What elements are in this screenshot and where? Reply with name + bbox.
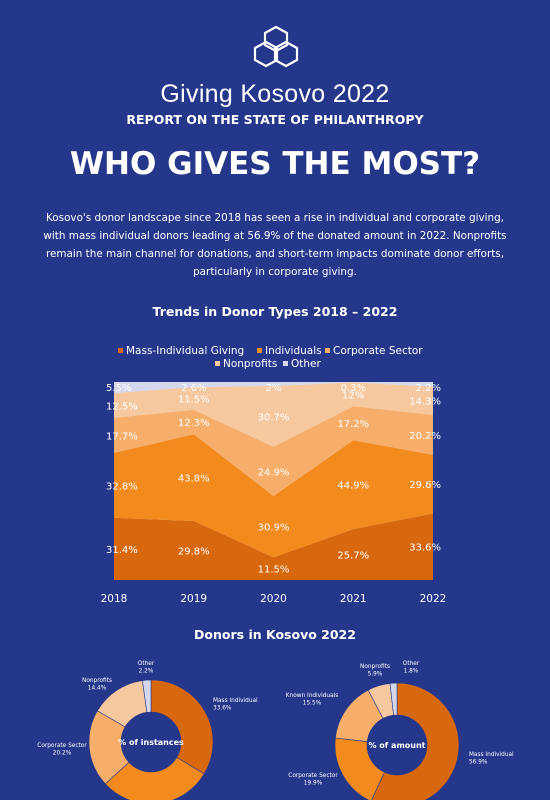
data-label: 2.6% xyxy=(181,383,206,394)
data-label: 29.8% xyxy=(178,546,210,557)
legend-swatch-individuals xyxy=(257,348,262,353)
donut1-slice-other xyxy=(142,679,152,713)
donut2-slice-other xyxy=(389,682,398,716)
data-label: 17.7% xyxy=(106,431,138,442)
data-label: 11.5% xyxy=(258,565,290,576)
area-corporate-sector xyxy=(114,406,433,496)
donut2-label-corporate-sector: Corporate Sector xyxy=(288,773,338,779)
data-label: 20.2% xyxy=(409,431,441,442)
donut2-label-nonprofits: Nonprofits xyxy=(360,664,390,670)
data-label: 14.3% xyxy=(409,397,441,408)
donut1-value-other: 2.2% xyxy=(139,669,154,675)
legend-label-mass-individual-giving: Mass-Individual Giving xyxy=(126,345,244,357)
donut1-label-nonprofits: Nonprofits xyxy=(82,678,112,684)
donut1-slice-individuals xyxy=(104,757,205,800)
x-tick-label: 2019 xyxy=(180,593,207,605)
area-individuals xyxy=(114,434,433,558)
donut2-value-mass-individual: 56.9% xyxy=(469,760,488,766)
data-label: 5.5% xyxy=(106,383,131,394)
x-tick-label: 2022 xyxy=(420,593,447,605)
donut2-value-nonprofits: 5.9% xyxy=(368,672,383,678)
page-headline: WHO GIVES THE MOST? xyxy=(69,146,481,182)
x-tick-label: 2020 xyxy=(260,593,287,605)
legend-label-other: Other xyxy=(291,358,321,370)
data-label: 2.2% xyxy=(416,383,441,394)
donors-donut-charts: % of instances Mass Individual 33.6% Corpor… xyxy=(37,661,514,800)
donut1-value-corporate-sector: 20.2% xyxy=(53,751,72,757)
legend-label-nonprofits: Nonprofits xyxy=(223,358,277,370)
data-label: 0.3% xyxy=(341,383,366,394)
area-other xyxy=(114,382,433,394)
area-nonprofits xyxy=(114,382,433,447)
x-tick-label: 2018 xyxy=(101,593,128,605)
donut2-label-known-individuals: Known Individuals xyxy=(286,693,339,699)
data-label: 31.4% xyxy=(106,545,138,556)
data-label: 17.2% xyxy=(337,419,369,430)
brand-title: Giving Kosovo 2022 xyxy=(160,80,390,108)
donut2-label-other: Other xyxy=(403,661,420,667)
report-subtitle: REPORT ON THE STATE OF PHILANTHROPY xyxy=(126,112,424,127)
legend-label-individuals: Individuals xyxy=(265,345,322,357)
donut1-label-mass-individual: Mass Individual xyxy=(213,698,258,704)
donut2-value-other: 1.8% xyxy=(404,669,419,675)
data-label: 25.7% xyxy=(337,551,369,562)
donut1-center-label: % of instances xyxy=(118,738,184,747)
donut2-label-mass-individual: Mass Individual xyxy=(469,752,514,758)
donors-chart-title: Donors in Kosovo 2022 xyxy=(194,627,356,642)
legend-swatch-nonprofits xyxy=(215,361,220,366)
donut2-value-corporate-sector: 19.9% xyxy=(304,781,323,787)
data-label: 12% xyxy=(342,390,364,401)
data-label: 44.9% xyxy=(337,481,369,492)
legend-swatch-mass-individual-giving xyxy=(118,348,123,353)
donut2-value-known-individuals: 15.5% xyxy=(303,701,322,707)
data-label: 30.9% xyxy=(258,523,290,534)
data-label: 43.8% xyxy=(178,474,210,485)
area-mass-individual-giving xyxy=(114,513,433,580)
data-label: 24.9% xyxy=(258,467,290,478)
donut1-label-corporate-sector: Corporate Sector xyxy=(37,743,87,749)
legend-swatch-other xyxy=(283,361,288,366)
donut1-label-other: Other xyxy=(138,661,155,667)
data-label: 32.8% xyxy=(106,481,138,492)
donut1-value-mass-individual: 33.6% xyxy=(213,706,232,712)
data-label: 12.5% xyxy=(106,401,138,412)
legend-swatch-corporate-sector xyxy=(325,348,330,353)
data-label: 29.6% xyxy=(409,480,441,491)
trends-area-chart: Mass-Individual Giving Individuals Corpora… xyxy=(101,345,447,605)
legend-label-corporate-sector: Corporate Sector xyxy=(333,345,423,357)
data-label: 2% xyxy=(266,383,282,394)
donut2-center-label: % of amount xyxy=(368,741,425,750)
logo-icon xyxy=(253,25,299,68)
data-label: 30.7% xyxy=(258,412,290,423)
intro-paragraph: Kosovo's donor landscape since 2018 has … xyxy=(43,212,507,278)
donut1-value-nonprofits: 14.4% xyxy=(88,686,107,692)
trends-chart-title: Trends in Donor Types 2018 – 2022 xyxy=(152,304,398,319)
data-label: 33.6% xyxy=(409,543,441,554)
donut2-slice-mass-individual xyxy=(371,682,460,800)
x-tick-label: 2021 xyxy=(340,593,367,605)
data-label: 11.5% xyxy=(178,395,210,406)
donut1-slice-mass-individual xyxy=(150,679,214,775)
data-label: 12.3% xyxy=(178,418,210,429)
